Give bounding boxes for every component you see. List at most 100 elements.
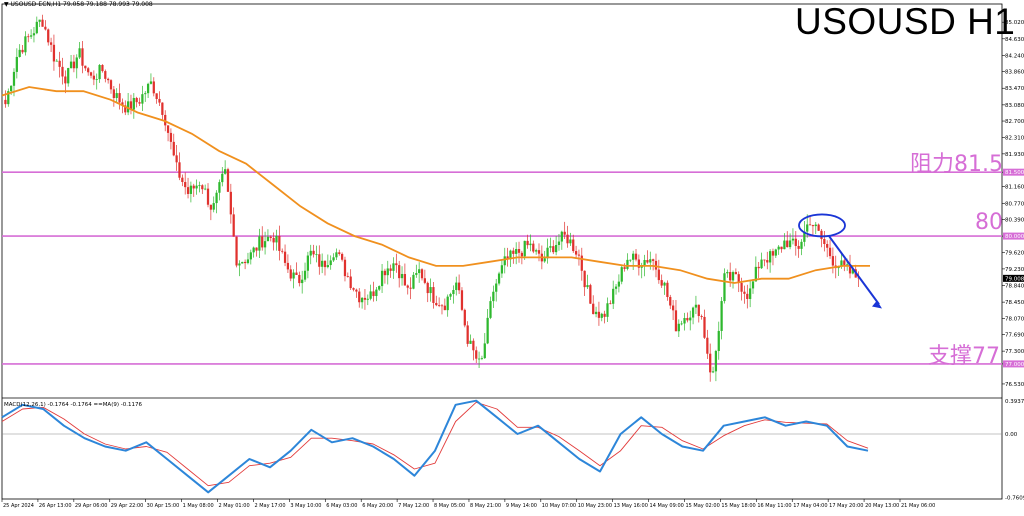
candle-body bbox=[75, 57, 78, 69]
candle-body bbox=[537, 250, 541, 254]
candle-body bbox=[757, 266, 760, 269]
candle-body bbox=[697, 304, 700, 317]
macd-axis-label: 0.00 bbox=[1005, 432, 1018, 438]
trend-arrow bbox=[828, 235, 880, 305]
candle-body bbox=[286, 262, 290, 270]
candle-body bbox=[363, 297, 367, 300]
time-tick-label: 21 May 06:00 bbox=[901, 503, 935, 509]
candle-body bbox=[303, 270, 307, 280]
time-tick-label: 10 May 07:00 bbox=[542, 503, 576, 509]
candle-body bbox=[212, 203, 215, 210]
candle-body bbox=[221, 173, 224, 183]
candle-body bbox=[403, 273, 407, 286]
candle-body bbox=[594, 311, 598, 315]
candle-body bbox=[298, 274, 301, 284]
candle-body bbox=[229, 191, 232, 215]
candle-body bbox=[751, 281, 755, 289]
candle-body bbox=[343, 259, 347, 277]
candle-body bbox=[714, 350, 718, 372]
price-tick-label: 77.690 bbox=[1005, 333, 1024, 339]
candle-body bbox=[432, 287, 435, 303]
candle-body bbox=[258, 236, 261, 251]
candle-body bbox=[711, 371, 715, 373]
candle-body bbox=[355, 289, 358, 292]
candle-body bbox=[243, 261, 247, 264]
candle-body bbox=[452, 289, 455, 295]
price-tick-label: 81.160 bbox=[1005, 185, 1024, 191]
candle-body bbox=[283, 251, 287, 263]
time-tick-label: 25 Apr 2024 bbox=[3, 503, 34, 509]
candle-body bbox=[198, 185, 201, 187]
pivot-label: 80 bbox=[975, 210, 1003, 236]
price-tick-label: 83.860 bbox=[1005, 70, 1024, 76]
candle-body bbox=[389, 268, 392, 271]
time-tick-label: 1 May 08:00 bbox=[183, 503, 214, 509]
candle-body bbox=[663, 282, 666, 286]
candle-body bbox=[89, 72, 93, 76]
candle-body bbox=[480, 358, 484, 359]
candle-body bbox=[552, 246, 555, 253]
candle-body bbox=[406, 285, 409, 288]
candle-body bbox=[352, 288, 355, 290]
time-tick-label: 15 May 18:00 bbox=[721, 503, 755, 509]
candle-body bbox=[366, 298, 369, 300]
candle-body bbox=[132, 97, 135, 110]
candle-body bbox=[549, 246, 552, 248]
level-price-tag bbox=[1003, 232, 1024, 240]
candle-body bbox=[457, 282, 461, 291]
price-tick-label: 82.310 bbox=[1005, 136, 1024, 142]
macd-axis-label: -0.7609 bbox=[1005, 495, 1024, 501]
candle-body bbox=[731, 272, 735, 281]
candle-body bbox=[166, 125, 170, 133]
candle-body bbox=[255, 247, 258, 251]
candle-body bbox=[189, 185, 193, 194]
candle-body bbox=[209, 204, 212, 210]
candle-body bbox=[395, 263, 398, 266]
candle-body bbox=[375, 289, 378, 297]
time-tick-label: 17 May 04:00 bbox=[793, 503, 827, 509]
candle-body bbox=[455, 282, 458, 290]
time-tick-label: 17 May 20:00 bbox=[829, 503, 863, 509]
candle-body bbox=[729, 272, 732, 281]
candle-body bbox=[246, 259, 250, 264]
candle-body bbox=[195, 185, 198, 189]
candle-body bbox=[492, 291, 495, 302]
candle-body bbox=[560, 231, 563, 242]
candlestick-series bbox=[4, 14, 860, 382]
macd-info: MACD(12,26,1) -0.1764 -0.1764 ==MA(9) -0… bbox=[4, 402, 142, 408]
candle-body bbox=[378, 286, 381, 290]
candle-body bbox=[720, 301, 723, 331]
candle-body bbox=[238, 263, 241, 266]
candle-body bbox=[589, 285, 592, 304]
last-price-text: 79.008 bbox=[1005, 276, 1024, 282]
candle-body bbox=[472, 340, 475, 351]
candle-body bbox=[47, 29, 50, 43]
candle-body bbox=[683, 318, 686, 324]
candle-body bbox=[321, 260, 324, 267]
candle-body bbox=[292, 272, 295, 279]
candle-body bbox=[7, 91, 10, 105]
time-tick-label: 14 May 09:00 bbox=[650, 503, 684, 509]
candle-body bbox=[369, 291, 372, 299]
candle-body bbox=[426, 282, 429, 294]
candle-body bbox=[803, 231, 806, 242]
candle-body bbox=[649, 259, 652, 263]
candle-body bbox=[349, 276, 352, 289]
candle-body bbox=[118, 93, 121, 103]
candle-body bbox=[372, 291, 375, 297]
candle-body bbox=[846, 264, 849, 266]
candle-body bbox=[84, 65, 87, 69]
candle-body bbox=[415, 273, 418, 275]
candle-body bbox=[380, 270, 384, 287]
candle-body bbox=[161, 102, 164, 115]
candle-body bbox=[315, 254, 318, 256]
candle-body bbox=[386, 268, 389, 276]
price-tick-label: 79.230 bbox=[1005, 267, 1024, 273]
price-tick-label: 79.620 bbox=[1005, 250, 1024, 256]
arrow-head bbox=[872, 300, 882, 309]
candle-body bbox=[677, 323, 680, 332]
candle-body bbox=[418, 269, 421, 274]
candle-body bbox=[181, 177, 184, 183]
candle-body bbox=[15, 56, 18, 72]
